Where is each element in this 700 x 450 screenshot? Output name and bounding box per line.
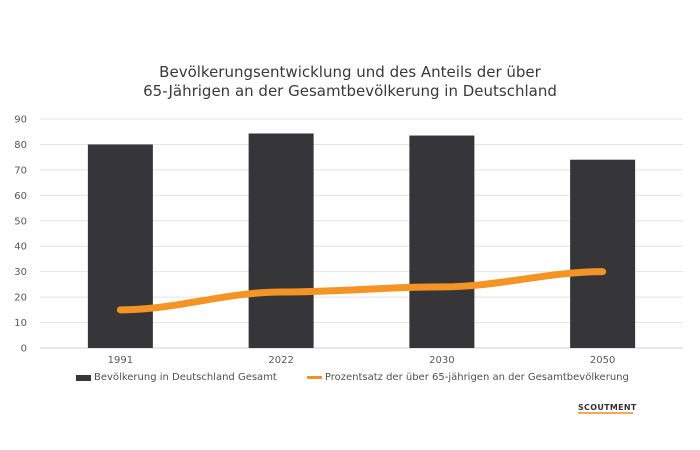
y-tick-label: 80: [14, 140, 27, 151]
legend-label-population: Bevölkerung in Deutschland Gesamt: [94, 372, 277, 383]
y-tick-label: 70: [14, 165, 27, 176]
brand-logo: SCOUTMENT: [578, 403, 637, 412]
legend-line-swatch: [306, 376, 322, 379]
x-tick-label: 2030: [429, 355, 454, 366]
x-tick-label: 1991: [108, 355, 133, 366]
legend-bar-swatch: [76, 374, 91, 381]
y-tick-label: 50: [14, 216, 27, 227]
legend-label-percentage: Prozentsatz der über 65-jährigen an der …: [324, 372, 629, 383]
chart-title-line-1: Bevölkerungsentwicklung und des Anteils …: [159, 63, 541, 81]
bar: [409, 135, 475, 348]
x-tick-label: 2050: [590, 355, 615, 366]
legend-item-population: Bevölkerung in Deutschland Gesamt: [76, 372, 277, 383]
y-tick-label: 20: [14, 293, 27, 304]
bar: [248, 133, 314, 348]
y-tick-label: 40: [14, 242, 27, 253]
y-tick-label: 10: [14, 318, 27, 329]
chart-title: Bevölkerungsentwicklung und des Anteils …: [0, 63, 700, 101]
legend-item-percentage: Prozentsatz der über 65-jährigen an der …: [306, 372, 629, 383]
line-series: [116, 268, 607, 314]
x-tick-label: 2022: [268, 355, 293, 366]
bar: [87, 144, 153, 348]
chart-legend: Bevölkerung in Deutschland Gesamt Prozen…: [76, 372, 659, 383]
y-tick-label: 30: [14, 267, 27, 278]
y-tick-label: 90: [14, 115, 27, 126]
y-tick-label: 0: [21, 344, 27, 355]
bar: [570, 159, 636, 348]
y-tick-label: 60: [14, 191, 27, 202]
brand-logo-underline: [578, 412, 633, 414]
chart-title-line-2: 65-Jährigen an der Gesamtbevölkerung in …: [143, 82, 557, 100]
